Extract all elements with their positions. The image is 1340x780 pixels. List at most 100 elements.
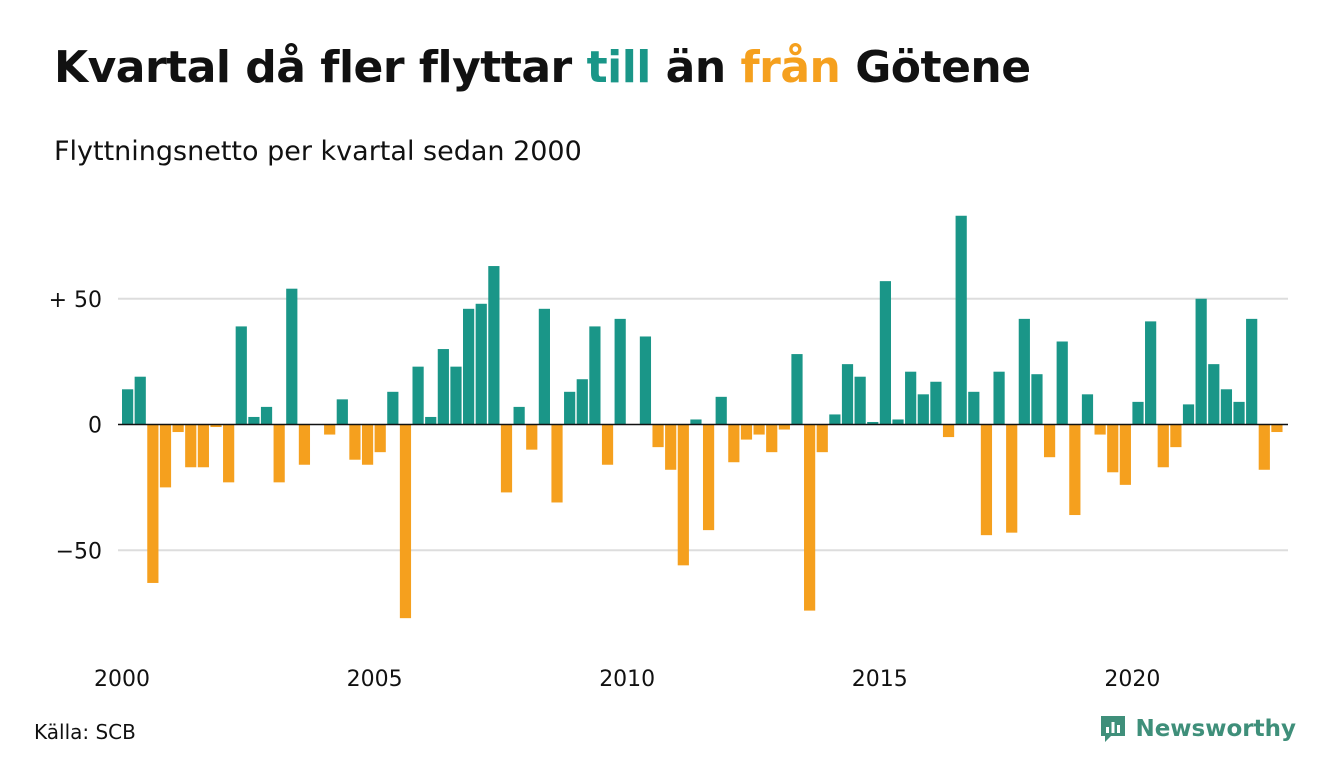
bar [185, 424, 197, 468]
bar [1031, 374, 1043, 425]
bar [1145, 321, 1157, 425]
bar [677, 424, 689, 566]
newsworthy-logo-icon [1101, 716, 1126, 742]
bar [210, 424, 222, 428]
title-part-fran: från [740, 42, 841, 93]
bar [273, 424, 285, 483]
bar [1170, 424, 1182, 448]
bar [892, 419, 904, 425]
bar [841, 364, 854, 425]
chart-subtitle: Flyttningsnetto per kvartal sedan 2000 [54, 136, 582, 167]
bar [1069, 424, 1081, 516]
x-tick-label: 2005 [347, 667, 403, 692]
chart-title: Kvartal då fler flyttar till än från Göt… [54, 42, 1031, 93]
bar [829, 414, 841, 425]
bar [1271, 424, 1283, 433]
bar [223, 424, 235, 483]
bar [134, 376, 146, 425]
x-tick-label: 2020 [1104, 667, 1160, 692]
bar [425, 416, 437, 425]
bar [538, 308, 550, 425]
bar [374, 424, 386, 453]
bar [652, 424, 664, 448]
bar [1081, 394, 1094, 425]
brand-name: Newsworthy [1135, 716, 1296, 742]
bar [639, 336, 652, 425]
bar [361, 424, 374, 465]
bar [1056, 341, 1068, 425]
bar [980, 424, 993, 536]
bar [1220, 389, 1233, 425]
bar [740, 424, 753, 440]
bar [488, 266, 500, 425]
bar [1119, 424, 1131, 485]
bar [1246, 318, 1258, 425]
bar [159, 424, 172, 488]
bar [968, 391, 980, 425]
bar [513, 406, 525, 425]
bar [475, 303, 487, 425]
bar [804, 424, 816, 611]
bar [766, 424, 778, 453]
bar [753, 424, 765, 435]
bar [235, 326, 247, 425]
bar [450, 366, 462, 425]
bar [993, 371, 1005, 425]
bar [260, 406, 273, 425]
bar [778, 424, 790, 430]
x-tick-label: 2010 [599, 667, 655, 692]
bar [791, 354, 803, 425]
bar [1107, 424, 1119, 473]
x-tick-label: 2000 [94, 667, 150, 692]
bar [122, 389, 134, 425]
title-part-5: Götene [840, 42, 1031, 93]
title-part-1: Kvartal då fler flyttar [54, 42, 587, 93]
bar [1182, 404, 1195, 425]
y-tick-label: 0 [88, 414, 102, 439]
bar [1006, 424, 1018, 533]
bar [728, 424, 740, 463]
bar [324, 424, 336, 435]
bar [147, 424, 159, 583]
bar [500, 424, 513, 493]
bar [690, 419, 702, 425]
bar [665, 424, 677, 470]
bar [412, 366, 424, 425]
bar [1043, 424, 1056, 458]
bar [1195, 298, 1207, 425]
title-part-3: än [650, 42, 741, 93]
x-tick-label: 2015 [852, 667, 908, 692]
bar [955, 215, 967, 425]
source-note: Källa: SCB [34, 720, 136, 744]
bar [1094, 424, 1106, 435]
bar [917, 394, 929, 425]
bar [399, 424, 412, 619]
bar [942, 424, 955, 438]
bar [930, 381, 942, 425]
bar [286, 288, 298, 425]
bar [1132, 401, 1144, 425]
bar [715, 396, 727, 425]
bar [614, 318, 626, 425]
brand-logo: Newsworthy [1099, 714, 1296, 744]
bar [1208, 364, 1220, 425]
bar [551, 424, 563, 503]
bar [1157, 424, 1169, 468]
bar [197, 424, 209, 468]
bar [589, 326, 601, 425]
bar [349, 424, 361, 460]
bar [702, 424, 715, 531]
bar [172, 424, 184, 433]
bar [564, 391, 576, 425]
title-part-till: till [586, 42, 652, 93]
bar [336, 399, 348, 425]
bar [905, 371, 917, 425]
bar [1018, 318, 1030, 425]
bar [867, 421, 879, 425]
y-tick-label: −50 [56, 539, 102, 564]
y-tick-label: + 50 [49, 288, 102, 313]
bar [816, 424, 828, 453]
bar [576, 379, 588, 425]
bar [601, 424, 614, 465]
